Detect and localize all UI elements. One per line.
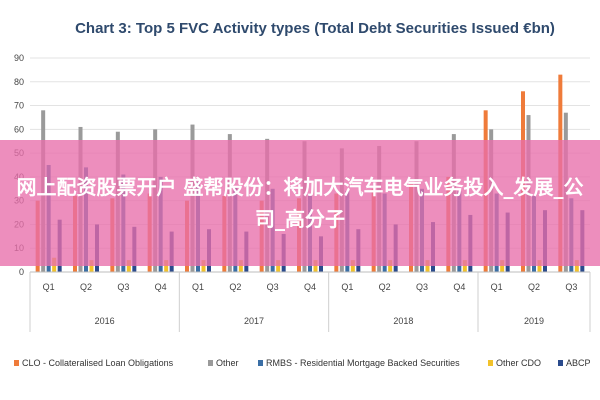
bar-other-14 (574, 260, 579, 272)
bar-other-6 (276, 260, 281, 272)
bar-other-8 (350, 260, 355, 272)
x-tick-label: Q3 (267, 282, 279, 292)
x-tick-label: Q2 (80, 282, 92, 292)
bar-other-9 (388, 260, 393, 272)
year-label: 2018 (393, 316, 413, 326)
bar-other-1 (89, 260, 94, 272)
legend-swatch (558, 360, 563, 366)
bar-other-13 (537, 260, 542, 272)
x-tick-label: Q1 (43, 282, 55, 292)
year-label: 2017 (244, 316, 264, 326)
y-tick-label: 90 (14, 53, 24, 63)
overlay-text: 网上配资股票开户 盛帮股份：将加大汽车电气业务投入_发展_公司_高分子 (16, 175, 584, 231)
legend-swatch (14, 360, 19, 366)
year-label: 2016 (95, 316, 115, 326)
legend: CLO - Collateralised Loan Obligations Oth… (14, 358, 591, 368)
bar-other-11 (462, 260, 467, 272)
bar-other-5 (238, 260, 243, 272)
x-tick-label: Q4 (155, 282, 167, 292)
x-tick-label: Q4 (304, 282, 316, 292)
x-tick-label: Q2 (379, 282, 391, 292)
legend-swatch (488, 360, 493, 366)
x-axis: Q1 Q2 Q3 Q4 Q1 Q2 Q3 Q4 Q1 Q2 Q3 Q4 Q1 Q2 Q3 2016 2017 20… (29, 271, 591, 332)
x-tick-label: Q2 (528, 282, 540, 292)
bar-other-7 (313, 260, 318, 272)
y-tick-label: 70 (14, 101, 24, 111)
x-tick-label: Q3 (117, 282, 129, 292)
year-label: 2019 (524, 316, 544, 326)
x-tick-label: Q3 (416, 282, 428, 292)
bar-other-2 (126, 260, 131, 272)
x-tick-label: Q4 (453, 282, 465, 292)
y-tick-label: 80 (14, 77, 24, 87)
legend-label: Other CDO (496, 358, 541, 368)
legend-label: CLO - Collateralised Loan Obligations (22, 358, 174, 368)
legend-label: ABCP (566, 358, 591, 368)
x-tick-label: Q1 (192, 282, 204, 292)
legend-label: RMBS - Residential Mortgage Backed Secur… (266, 358, 460, 368)
y-tick-label: 0 (19, 267, 24, 277)
bar-other-4 (201, 260, 206, 272)
legend-swatch (258, 360, 263, 366)
legend-swatch (208, 360, 213, 366)
x-tick-label: Q1 (491, 282, 503, 292)
chart-title: Chart 3: Top 5 FVC Activity types (Total… (75, 20, 555, 37)
x-tick-label: Q2 (229, 282, 241, 292)
overlay-banner: 网上配资股票开户 盛帮股份：将加大汽车电气业务投入_发展_公司_高分子 (0, 140, 600, 266)
bar-other-12 (500, 260, 505, 272)
x-tick-label: Q3 (565, 282, 577, 292)
bar-other-3 (164, 260, 169, 272)
bar-other-10 (425, 260, 430, 272)
x-tick-label: Q1 (341, 282, 353, 292)
y-tick-label: 60 (14, 124, 24, 134)
legend-label: Other (216, 358, 239, 368)
